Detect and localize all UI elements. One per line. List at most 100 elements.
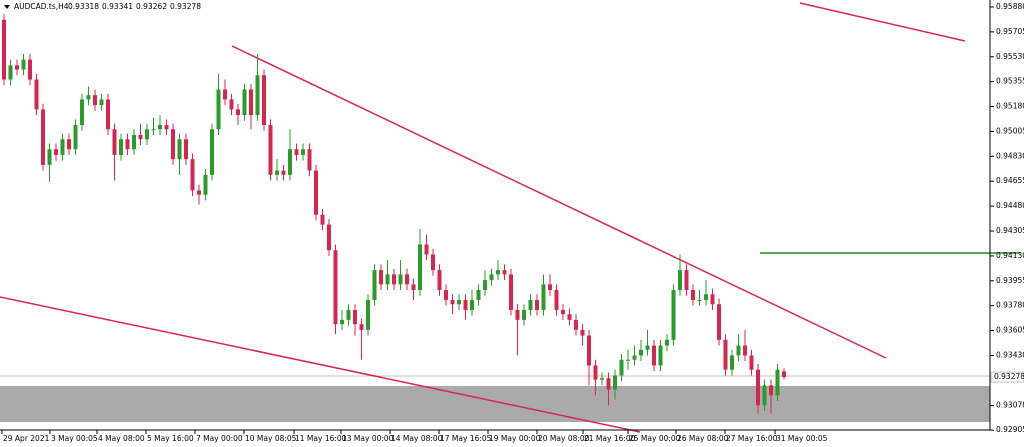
y-tick-label: 0.94130 bbox=[996, 251, 1024, 260]
symbol: AUDCAD.ts,H4 bbox=[14, 2, 69, 11]
candle-body bbox=[743, 345, 747, 356]
candle-body bbox=[73, 125, 78, 150]
candle-body bbox=[372, 270, 377, 300]
candle-body bbox=[554, 290, 559, 310]
candle-body bbox=[775, 369, 780, 396]
candle-body bbox=[210, 129, 214, 175]
y-tick-label: 0.95355 bbox=[996, 77, 1024, 86]
candle-body bbox=[736, 345, 741, 356]
candle-body bbox=[320, 214, 325, 225]
candle-body bbox=[385, 274, 390, 285]
candle-body bbox=[717, 304, 721, 340]
candle-body bbox=[236, 109, 240, 116]
x-tick-label: 14 May 08:00 bbox=[391, 434, 443, 443]
candle-body bbox=[2, 19, 6, 80]
candle-body bbox=[41, 109, 45, 165]
candle-body bbox=[255, 75, 260, 116]
x-tick-label: 26 May 08:00 bbox=[677, 434, 729, 443]
candle-body bbox=[177, 139, 182, 160]
x-tick-label: 25 May 00:00 bbox=[629, 434, 681, 443]
candle-body bbox=[496, 270, 500, 275]
candle-body bbox=[424, 244, 429, 255]
candle-body bbox=[67, 139, 71, 150]
candle-body bbox=[431, 254, 435, 271]
candle-body bbox=[171, 129, 175, 160]
ohlc-value: 0.93341 bbox=[102, 2, 133, 11]
y-tick-label: 0.93078 bbox=[996, 401, 1024, 410]
x-tick-label: 4 May 08:00 bbox=[98, 434, 145, 443]
candle-body bbox=[28, 59, 32, 80]
candle-body bbox=[561, 309, 565, 315]
candle-body bbox=[489, 274, 494, 281]
y-tick-label: 0.95180 bbox=[996, 102, 1024, 111]
candle-body bbox=[723, 339, 728, 370]
candle-body bbox=[749, 355, 754, 370]
candle-body bbox=[691, 290, 695, 300]
candle-body bbox=[418, 244, 422, 291]
candle-body bbox=[632, 355, 637, 360]
candle-body bbox=[164, 125, 169, 130]
candle-body bbox=[106, 99, 110, 130]
candle-body bbox=[639, 349, 643, 356]
candle-body bbox=[782, 371, 786, 378]
candle-body bbox=[80, 99, 84, 126]
candle-body bbox=[242, 89, 247, 116]
candle-body bbox=[613, 375, 617, 390]
x-tick-label: 11 May 16:00 bbox=[295, 434, 347, 443]
y-tick-label: 0.94480 bbox=[996, 201, 1024, 210]
candle-body bbox=[392, 274, 396, 285]
candle-body bbox=[535, 299, 539, 310]
candle-body bbox=[405, 274, 409, 285]
x-tick-label: 10 May 08:05 bbox=[245, 434, 297, 443]
candle-body bbox=[125, 139, 130, 150]
candle-body bbox=[470, 299, 474, 310]
y-tick-label: 0.93605 bbox=[996, 326, 1024, 335]
candle-body bbox=[288, 149, 292, 175]
candle-body bbox=[528, 299, 533, 310]
candle-body bbox=[463, 299, 468, 310]
candle-body bbox=[548, 284, 552, 291]
candle-body bbox=[262, 75, 266, 126]
candle-body bbox=[769, 385, 773, 396]
menu-arrow[interactable] bbox=[4, 5, 10, 9]
candle-body bbox=[678, 270, 682, 291]
candle-body bbox=[366, 299, 370, 330]
candles bbox=[2, 14, 786, 414]
candle-body bbox=[268, 125, 273, 175]
candle-body bbox=[587, 335, 591, 366]
y-tick-label: 0.94655 bbox=[996, 176, 1024, 185]
candle-body bbox=[567, 314, 572, 320]
candle-body bbox=[476, 290, 481, 300]
candle-body bbox=[671, 290, 676, 340]
candle-body bbox=[379, 270, 383, 285]
candle-body bbox=[275, 170, 279, 175]
candle-body bbox=[684, 270, 689, 291]
candle-body bbox=[652, 345, 656, 366]
candle-body bbox=[132, 134, 136, 150]
candle-body bbox=[333, 250, 338, 325]
candle-body bbox=[762, 385, 767, 406]
candle-body bbox=[21, 59, 26, 70]
y-tick-label: 0.93430 bbox=[996, 350, 1024, 359]
ohlc-value: 0.93262 bbox=[136, 2, 167, 11]
candle-body bbox=[281, 170, 286, 175]
candle-body bbox=[502, 270, 507, 275]
candle-body bbox=[574, 319, 578, 330]
x-tick-label: 29 Apr 2021 bbox=[3, 434, 50, 443]
candle-body bbox=[704, 294, 708, 300]
ohlc-value: 0.93278 bbox=[170, 2, 201, 11]
candle-body bbox=[197, 190, 201, 195]
y-tick-label: 0.92905 bbox=[996, 425, 1024, 434]
x-tick-label: 7 May 00:00 bbox=[196, 434, 243, 443]
candle-body bbox=[658, 345, 663, 366]
x-tick-label: 21 May 16:00 bbox=[584, 434, 636, 443]
candle-body bbox=[710, 294, 715, 305]
candle-body bbox=[223, 89, 227, 100]
candle-body bbox=[522, 309, 526, 320]
candle-body bbox=[353, 309, 357, 325]
candle-body bbox=[359, 324, 364, 330]
candle-body bbox=[138, 134, 143, 140]
support-zone bbox=[0, 386, 990, 422]
y-tick-label: 0.93780 bbox=[996, 301, 1024, 310]
